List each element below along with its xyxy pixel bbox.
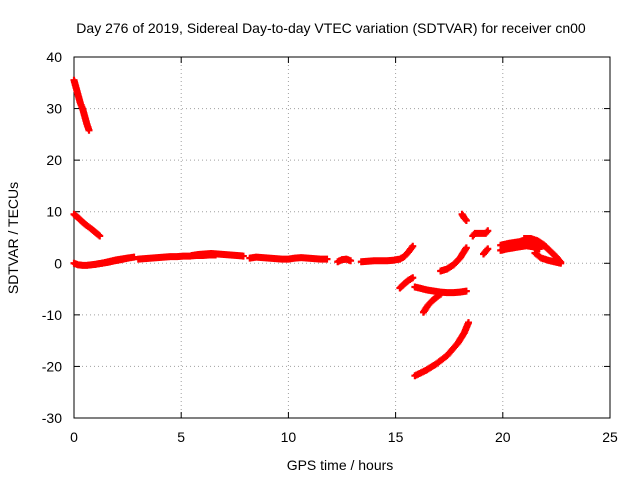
data-series-arc-14 <box>437 244 470 275</box>
y-tick-label: 40 <box>46 49 62 65</box>
plot-frame <box>73 56 611 419</box>
data-series-arc-10 <box>396 274 417 292</box>
data-series-arc-8 <box>334 255 355 266</box>
data-series-arc-1 <box>70 76 93 134</box>
x-tick-label: 20 <box>495 429 511 445</box>
data-series-arc-2 <box>70 210 104 240</box>
data-series-arc-13 <box>411 319 472 380</box>
x-tick-label: 15 <box>388 429 404 445</box>
y-tick-label: -30 <box>42 410 62 426</box>
y-axis-label: SDTVAR / TECUs <box>5 182 21 294</box>
y-tick-label: -10 <box>42 307 62 323</box>
x-axis-label: GPS time / hours <box>287 457 394 473</box>
chart-title: Day 276 of 2019, Sidereal Day-to-day VTE… <box>76 20 586 36</box>
data-series-arc-15 <box>458 210 470 224</box>
data-series-arc-7 <box>246 253 331 263</box>
x-tick-label: 10 <box>281 429 297 445</box>
y-tick-label: 10 <box>46 204 62 220</box>
data-series-arc-9 <box>357 242 417 266</box>
y-tick-label: -20 <box>42 358 62 374</box>
x-tick-label: 0 <box>70 429 78 445</box>
data-series-arc-21 <box>520 235 565 266</box>
data-marks <box>70 76 565 380</box>
data-series-arc-17 <box>480 245 492 258</box>
y-tick-label: 30 <box>46 101 62 117</box>
data-series-arc-12 <box>419 290 445 316</box>
data-series-arc-6 <box>188 249 247 260</box>
y-tick-label: 20 <box>46 152 62 168</box>
x-tick-label: 25 <box>602 429 618 445</box>
x-tick-label: 5 <box>177 429 185 445</box>
axes: 0 5 10 15 20 25 -30 -20 -10 0 10 20 30 40 <box>42 49 618 445</box>
grid <box>74 57 610 418</box>
y-tick-label: 0 <box>54 255 62 271</box>
data-series-arc-11 <box>411 283 470 297</box>
data-series-arc-4 <box>91 253 138 268</box>
data-series-arc-19 <box>497 242 543 254</box>
data-series-arc-16 <box>469 227 492 240</box>
